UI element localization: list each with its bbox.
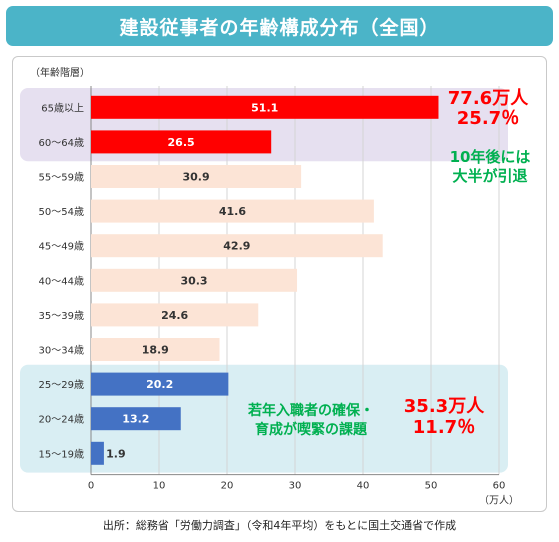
bar-value-label: 42.9: [223, 240, 250, 253]
source-note: 出所：総務省「労働力調査」（令和4年平均）をもとに国土交通省で作成: [102, 519, 457, 532]
category-label: 50～54歳: [39, 206, 84, 218]
bar: [91, 234, 383, 258]
category-label: 35～39歳: [39, 310, 84, 322]
bar: [91, 199, 374, 223]
category-label: 25～29歳: [39, 379, 84, 391]
title-banner: 建設従事者の年齢構成分布（全国）: [6, 6, 553, 46]
category-label: 20～24歳: [39, 414, 84, 426]
chart-title: 建設従事者の年齢構成分布（全国）: [119, 16, 440, 39]
bar: [91, 95, 439, 119]
bar: [91, 130, 272, 154]
x-tick-label: 10: [153, 481, 166, 492]
bar-value-label: 30.3: [180, 274, 207, 287]
bar-value-label: 20.2: [146, 378, 173, 391]
annotation-text: 育成が喫緊の課題: [255, 421, 368, 438]
bar: [91, 268, 298, 292]
bar: [91, 372, 229, 396]
category-label: 40～44歳: [39, 275, 84, 287]
annotation-text: 10年後には: [450, 148, 531, 166]
category-label: 65歳以上: [41, 102, 84, 114]
category-label: 45～49歳: [39, 241, 84, 253]
bar: [91, 407, 181, 431]
x-tick-label: 60: [493, 481, 506, 492]
bar: [91, 303, 259, 327]
bar-value-label: 24.6: [161, 309, 188, 322]
annotation-text: 大半が引退: [452, 167, 527, 185]
bar-value-label: 18.9: [142, 344, 169, 357]
bar-value-label: 51.1: [251, 101, 278, 114]
category-label: 55～59歳: [39, 172, 84, 184]
annotation-text: 35.3万人: [404, 396, 485, 417]
bar-value-label: 30.9: [182, 171, 209, 184]
category-label: 15～19歳: [39, 448, 84, 460]
x-tick-label: 0: [88, 481, 94, 492]
annotation-text: 11.7％: [413, 417, 475, 438]
category-label: 30～34歳: [39, 345, 84, 357]
bar-value-label: 26.5: [168, 136, 195, 149]
annotation-text: 77.6万人: [448, 88, 529, 109]
bar: [91, 338, 220, 361]
x-tick-label: 40: [357, 481, 370, 492]
x-tick-label: 20: [221, 481, 234, 492]
x-tick-label: 30: [289, 481, 302, 492]
annotation-text: 25.7％: [457, 108, 519, 129]
x-tick-label: 50: [425, 481, 438, 492]
category-label: 60～64歳: [39, 137, 84, 149]
y-axis-label: （年齢階層）: [30, 66, 90, 79]
bar-value-label: 13.2: [122, 413, 149, 426]
bar-value-label: 41.6: [219, 205, 246, 218]
x-axis-unit-label: （万人）: [479, 495, 519, 507]
annotation-text: 若年入職者の確保・: [247, 402, 374, 419]
bar: [91, 165, 302, 188]
bar-value-label: 1.9: [106, 447, 126, 460]
bar: [91, 441, 104, 465]
